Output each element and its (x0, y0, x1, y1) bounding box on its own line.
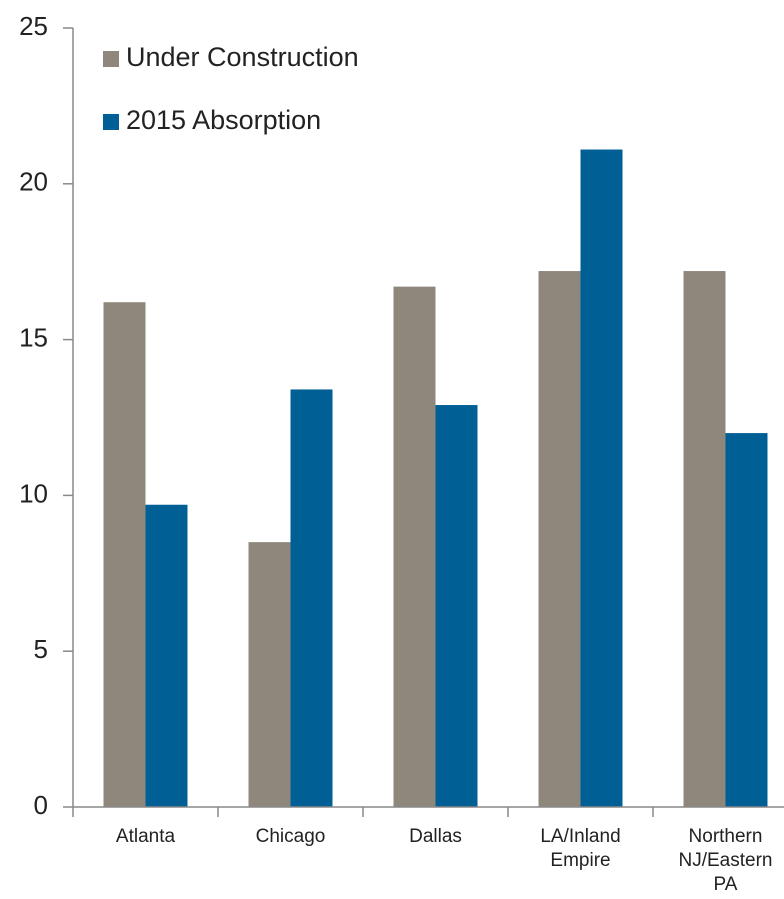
x-tick-label: Atlanta (116, 826, 176, 847)
y-tick-label: 25 (19, 11, 48, 41)
x-tick-label: Northern NJ/Eastern PA (679, 826, 773, 895)
bar (248, 542, 291, 807)
bar (538, 271, 581, 808)
legend-label: Under Construction (126, 42, 359, 72)
bar (290, 389, 333, 807)
bar (580, 149, 623, 808)
legend-swatch (103, 114, 119, 130)
bar (103, 302, 146, 807)
bar (393, 286, 436, 807)
bar (683, 271, 726, 808)
bar (145, 504, 188, 807)
y-tick-label: 15 (19, 322, 48, 352)
bar (725, 433, 768, 807)
x-tick-label: Chicago (256, 826, 326, 847)
legend-label: 2015 Absorption (126, 105, 321, 135)
x-tick-label: LA/Inland Empire (540, 826, 620, 871)
y-tick-label: 5 (34, 634, 48, 664)
y-tick-label: 0 (34, 790, 48, 820)
bar (435, 405, 478, 807)
legend-swatch (103, 51, 119, 67)
y-tick-label: 20 (19, 167, 48, 197)
y-tick-label: 10 (19, 478, 48, 508)
x-tick-label: Dallas (409, 826, 462, 847)
